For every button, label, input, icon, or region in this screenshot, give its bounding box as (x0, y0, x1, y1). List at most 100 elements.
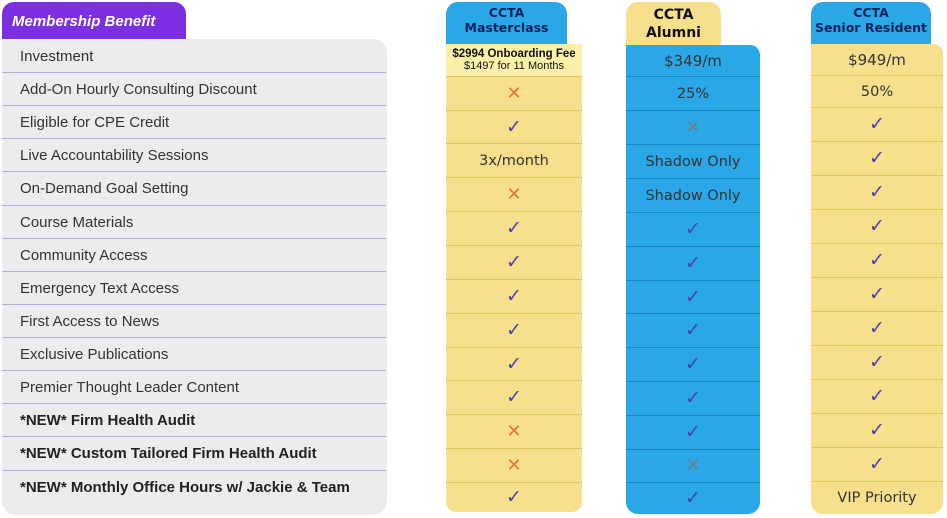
plan-name-line2: Masterclass (464, 20, 549, 35)
check-mark: ✓ (506, 217, 522, 239)
check-icon: ✓ (626, 281, 760, 314)
check-mark: ✓ (869, 419, 885, 441)
plan-header-0: CCTA Masterclass (446, 2, 567, 44)
value-cell: 3x/month (446, 144, 582, 178)
check-mark: ✓ (869, 317, 885, 339)
check-icon: ✓ (446, 212, 582, 246)
investment-main: $2994 Onboarding Fee (452, 48, 576, 60)
check-mark: ✓ (506, 285, 522, 307)
value-text: 25% (676, 85, 710, 102)
benefit-row: Exclusive Publications (2, 338, 386, 371)
value-text: 50% (860, 83, 894, 100)
check-icon: ✓ (446, 381, 582, 415)
benefit-row: *NEW* Firm Health Audit (2, 404, 386, 437)
plan-name-line2: Senior Resident (815, 20, 927, 35)
investment-cell: $949/m (811, 44, 943, 76)
cross-icon: ✕ (446, 415, 582, 449)
value-text: Shadow Only (645, 187, 741, 204)
check-icon: ✓ (811, 108, 943, 142)
plan-name-line1: CCTA (488, 5, 525, 20)
benefit-row: On-Demand Goal Setting (2, 172, 386, 206)
investment-cell: $2994 Onboarding Fee $1497 for 11 Months (446, 44, 582, 77)
check-icon: ✓ (626, 348, 760, 382)
cross-mark: ✕ (506, 420, 522, 442)
benefit-row: Community Access (2, 239, 386, 272)
check-mark: ✓ (506, 319, 522, 341)
value-text: VIP Priority (837, 490, 917, 506)
check-icon: ✓ (811, 346, 943, 380)
value-text: 3x/month (479, 152, 549, 169)
check-mark: ✓ (685, 487, 701, 509)
plan-name-line1: CCTA (653, 7, 694, 23)
check-icon: ✓ (626, 314, 760, 348)
check-mark: ✓ (685, 252, 701, 274)
check-mark: ✓ (869, 249, 885, 271)
benefit-list-panel (2, 39, 387, 515)
plan-header-2: CCTA Senior Resident (811, 2, 931, 44)
check-icon: ✓ (626, 213, 760, 247)
check-icon: ✓ (811, 142, 943, 176)
value-cell: 25% (626, 77, 760, 111)
check-icon: ✓ (446, 246, 582, 280)
check-icon: ✓ (811, 244, 943, 278)
check-icon: ✓ (626, 416, 760, 450)
check-mark: ✓ (685, 353, 701, 375)
investment-cell: $349/m (626, 45, 760, 77)
cross-mark: ✕ (506, 454, 522, 476)
check-icon: ✓ (626, 382, 760, 416)
membership-benefit-tab: Membership Benefit (2, 2, 186, 40)
check-mark: ✓ (506, 352, 522, 375)
check-icon: ✓ (446, 348, 582, 381)
benefit-row: Emergency Text Access (2, 272, 386, 305)
plan-name-line2: Alumni (646, 25, 701, 41)
check-icon: ✓ (811, 448, 943, 482)
check-mark: ✓ (869, 113, 885, 135)
investment-main: $949/m (848, 50, 906, 69)
value-cell: 50% (811, 76, 943, 108)
benefit-row: Live Accountability Sessions (2, 139, 386, 172)
plan-header-1: CCTA Alumni (626, 2, 721, 45)
cross-icon: ✕ (446, 178, 582, 212)
check-icon: ✓ (811, 312, 943, 346)
cross-icon: ✕ (446, 449, 582, 483)
cross-icon: ✕ (446, 77, 582, 111)
benefit-row: Investment (2, 40, 386, 73)
benefit-row: *NEW* Monthly Office Hours w/ Jackie & T… (20, 479, 350, 496)
check-icon: ✓ (626, 247, 760, 281)
benefit-row: Eligible for CPE Credit (2, 106, 386, 139)
benefit-row: First Access to News (2, 305, 386, 338)
check-icon: ✓ (811, 210, 943, 244)
benefit-row: Add-On Hourly Consulting Discount (2, 73, 386, 106)
check-mark: ✓ (506, 251, 522, 273)
check-icon: ✓ (626, 483, 760, 514)
check-mark: ✓ (685, 387, 701, 409)
plan-column-0 (446, 44, 582, 512)
check-icon: ✓ (446, 483, 582, 512)
check-mark: ✓ (506, 386, 522, 408)
benefit-row: Premier Thought Leader Content (2, 371, 386, 404)
cross-mark: ✕ (685, 455, 701, 476)
check-mark: ✓ (869, 453, 885, 475)
cross-mark: ✕ (506, 183, 522, 205)
value-cell: VIP Priority (811, 482, 943, 514)
benefit-row: *NEW* Custom Tailored Firm Health Audit (2, 437, 386, 471)
check-icon: ✓ (446, 280, 582, 314)
plan-column-2 (811, 44, 943, 514)
check-mark: ✓ (869, 181, 885, 203)
check-mark: ✓ (869, 147, 885, 169)
check-mark: ✓ (685, 319, 701, 341)
check-mark: ✓ (869, 283, 885, 305)
check-icon: ✓ (811, 380, 943, 414)
check-mark: ✓ (506, 115, 522, 138)
cross-icon: ✕ (626, 450, 760, 483)
check-mark: ✓ (869, 385, 885, 407)
check-mark: ✓ (685, 285, 701, 308)
check-icon: ✓ (446, 111, 582, 144)
check-icon: ✓ (446, 314, 582, 348)
plan-name-line1: CCTA (853, 5, 889, 20)
cross-mark: ✕ (506, 82, 522, 104)
value-text: Shadow Only (645, 153, 741, 170)
investment-main: $349/m (664, 51, 722, 70)
benefit-row: Course Materials (2, 206, 386, 239)
check-icon: ✓ (811, 176, 943, 210)
